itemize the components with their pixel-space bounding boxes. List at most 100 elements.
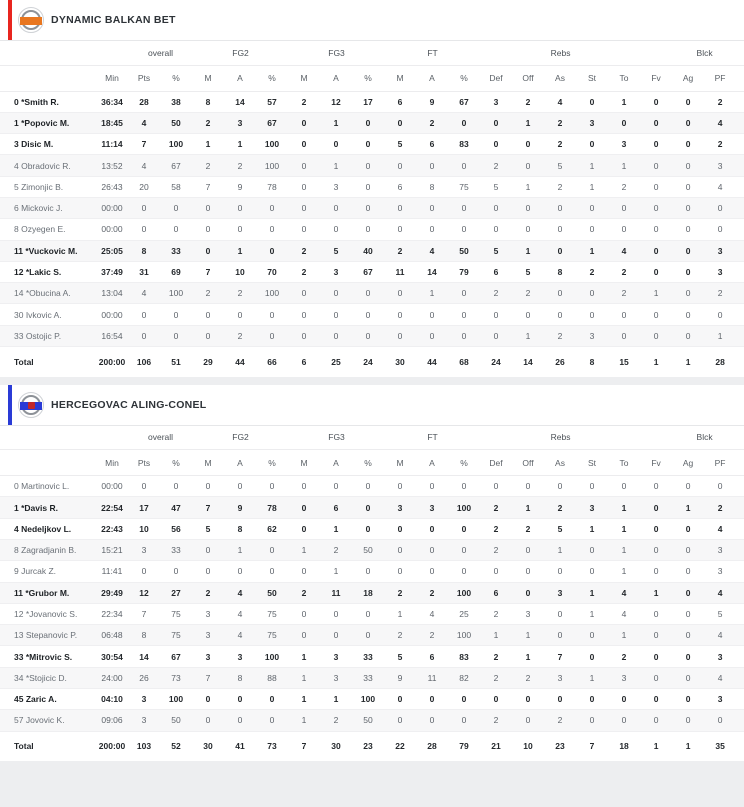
player-name: 6 Mickovic J.	[14, 203, 63, 214]
table-row[interactable]: 4 Nedeljkov L. 22:43 10 56 5 8 62 0 1 0 0 0 0 2 2 5 1 1 0 0…	[0, 518, 744, 540]
table-row[interactable]: 14 *Obucina A. 13:04 4 100 2 2 100 0 0 0 0 1 0 2 2 0 0 2 1…	[0, 282, 744, 304]
table-row[interactable]: 33 Ostojic P.16:5400020000000012300015-1…	[0, 325, 744, 347]
total-cell-St: 7	[589, 741, 595, 752]
stat-cell-A: 0	[237, 715, 243, 726]
stat-cell-Pts: 4	[141, 288, 147, 299]
stat-cell-A: 9	[237, 502, 243, 513]
stat-cell-A: 11	[331, 587, 341, 598]
stat-cell-A: 1	[333, 160, 339, 171]
stat-cell-M: 2	[205, 587, 211, 598]
table-row[interactable]: 12 *Lakic S. 37:49 31 69 7 10 70 2 3 67 11 14 79 6 5 8 2…	[0, 261, 744, 283]
column-group-empty	[0, 41, 96, 65]
stat-cell-Min: 13:52	[101, 160, 123, 171]
table-row[interactable]: 5 Zimonjic B. 26:43 20 58 7 9 78 0 3 0 6 8 75 5 1 2 1 2 0 0…	[0, 176, 744, 198]
stat-cell-Off: 0	[525, 715, 531, 726]
table-row[interactable]: 45 Zaric A. 04:10 3 100 0 0 0 1 1 100 0 0 0 0 0 0 0 0 0 0 3 0…	[0, 689, 744, 710]
total-cell-As: 23	[555, 741, 565, 752]
stat-cell-St: 3	[589, 330, 595, 341]
table-row[interactable]: 8 Zagradjanin B. 15:21 3 33 0 1 0 1 2 50 0 0 0 2 0 1 0 1 0…	[0, 539, 744, 561]
stat-cell-To: 2	[621, 651, 627, 662]
stat-cell-A: 0	[429, 203, 435, 214]
stat-cell-%: 0	[365, 502, 371, 513]
stat-cell-M: 2	[301, 245, 307, 256]
column-header-Ag: Ag	[682, 457, 694, 468]
stat-cell-St: 0	[589, 481, 595, 492]
stat-cell-Pts: 4	[141, 160, 147, 171]
stat-cell-Fv: 0	[653, 481, 659, 492]
stat-cell-A: 1	[237, 245, 243, 256]
stat-cell-Ag: 0	[685, 96, 691, 107]
stat-cell-As: 4	[557, 96, 563, 107]
team-header: HERCEGOVAC ALING-CONEL	[0, 384, 744, 425]
table-row[interactable]: 0 *Smith R. 36:34 28 38 8 14 57 2 12 17 6 9 67 3 2 4 0 1 0…	[0, 91, 744, 113]
column-header-Ag: Ag	[682, 73, 694, 83]
stat-cell-Off: 2	[525, 523, 531, 534]
stat-cell-Rv: 0	[736, 219, 744, 240]
stat-cell-PF: 2	[717, 139, 723, 150]
table-row[interactable]: 30 Ivkovic A.00:000000000000000000000000	[0, 304, 744, 326]
table-row[interactable]: 34 *Stojicic D. 24:00 26 73 7 8 88 1 3 33 9 11 82 2 2 3…	[0, 667, 744, 689]
stat-cell-As: 2	[557, 139, 563, 150]
total-row: Total 200:00 103 52 30 41 73 7 30 23 22 28 79 21 10 23 7…	[0, 731, 744, 761]
table-row[interactable]: 1 *Popovic M. 18:45 4 50 2 3 67 0 1 0 0 2 0 0 1 2 3 0 0 0 4 3…	[0, 112, 744, 134]
player-name: 33 Ostojic P.	[14, 330, 62, 341]
stat-cell-Ag: 1	[685, 502, 691, 513]
stat-cell-%: 0	[365, 203, 371, 214]
stat-cell-%: 0	[365, 139, 371, 150]
stat-cell-A: 2	[429, 630, 435, 641]
table-row[interactable]: 3 Disic M. 11:14 7 100 1 1 100 0 0 0 5 6 83 0 0 2 0 3 0 0 2 4…	[0, 134, 744, 155]
stat-cell-M: 1	[397, 608, 403, 619]
table-row[interactable]: 1 *Davis R. 22:54 17 47 7 9 78 0 6 0 3 3 100 2 1 2 3 1 0 1 2…	[0, 496, 744, 519]
stat-cell-Pts: 8	[141, 245, 147, 256]
stat-cell-Min: 26:43	[101, 181, 123, 192]
stat-cell-Pts: 12	[139, 587, 149, 598]
table-row[interactable]: 57 Jovovic K. 09:06 3 50 0 0 0 1 2 50 0 0 0 2 0 2 0 0 0 0 0 0…	[0, 709, 744, 732]
stat-cell-Rv: 5	[736, 325, 744, 346]
stat-cell-M: 0	[205, 715, 211, 726]
stat-cell-As: 2	[557, 715, 563, 726]
table-row[interactable]: 8 Ozyegen E.00:000000000000000000000000	[0, 219, 744, 241]
stat-cell-Off: 1	[525, 245, 531, 256]
stat-cell-Ag: 0	[685, 587, 691, 598]
total-cell-A: 30	[331, 741, 341, 752]
stat-cell-Def: 2	[493, 672, 499, 683]
table-row[interactable]: 11 *Vuckovic M. 25:05 8 33 0 1 0 2 5 40 2 4 50 5 1 0 1 4 0…	[0, 240, 744, 262]
total-cell-PF: 28	[715, 356, 725, 367]
stat-cell-%: 0	[269, 203, 275, 214]
stat-cell-Rv: 1	[736, 582, 744, 603]
stat-cell-As: 5	[557, 160, 563, 171]
stat-cell-St: 1	[589, 523, 595, 534]
table-row[interactable]: 33 *Mitrovic S. 30:54 14 67 3 3 100 1 3 33 5 6 83 2 1 7…	[0, 646, 744, 668]
stat-cell-Min: 15:21	[101, 545, 123, 556]
stat-cell-PF: 0	[717, 715, 723, 726]
table-row[interactable]: 11 *Grubor M. 29:49 12 27 2 4 50 2 11 18 2 2 100 6 0 3 1…	[0, 582, 744, 604]
table-row[interactable]: 12 *Jovanovic S. 22:34 7 75 3 4 75 0 0 0 1 4 25 2 3 0 1 4…	[0, 603, 744, 625]
column-group-empty	[0, 426, 96, 450]
table-row[interactable]: 13 Stepanovic P. 06:48 8 75 3 4 75 0 0 0 2 2 100 1 1 0 0…	[0, 624, 744, 646]
table-row[interactable]: 4 Obradovic R. 13:52 4 67 2 2 100 0 1 0 0 0 0 2 0 5 1 1 0 0…	[0, 154, 744, 177]
player-name: 5 Zimonjic B.	[14, 181, 64, 192]
stat-cell-%: 0	[365, 608, 371, 619]
stat-cell-A: 2	[429, 117, 435, 128]
stat-cell-Min: 00:00	[101, 481, 123, 492]
stat-cell-Def: 1	[493, 630, 499, 641]
stat-cell-%: 83	[459, 651, 469, 662]
column-group-empty	[96, 41, 128, 65]
stat-cell-Rv: 2	[736, 561, 744, 582]
table-row[interactable]: 0 Martinovic L. 00:00 0 0 0 0 0 0 0 0 0 0 0 0 0 0 0 0 0 0 0 0…	[0, 476, 744, 497]
column-header-%: %	[268, 457, 276, 468]
total-cell-Rv: 35	[736, 347, 744, 377]
table-row[interactable]: 6 Mickovic J.00:000000000000000000000000	[0, 197, 744, 219]
stat-cell-A: 14	[427, 267, 437, 278]
stat-cell-%: 0	[269, 245, 275, 256]
table-row[interactable]: 9 Jurcak Z.11:4100000010000000010032-3-9	[0, 561, 744, 583]
stat-cell-Min: 36:34	[101, 96, 123, 107]
column-header-%: %	[364, 457, 372, 468]
stat-cell-Pts: 8	[141, 630, 147, 641]
stat-cell-%: 0	[461, 545, 467, 556]
stat-cell-To: 3	[621, 672, 627, 683]
stat-cell-Def: 2	[493, 608, 499, 619]
stat-cell-PF: 2	[717, 502, 723, 513]
column-group-foul: Foul	[736, 426, 744, 450]
